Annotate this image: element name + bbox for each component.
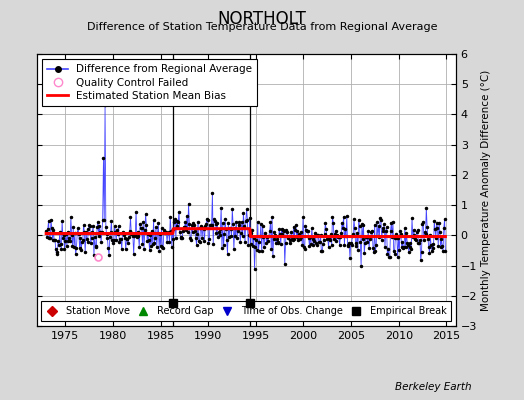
Text: Difference of Station Temperature Data from Regional Average: Difference of Station Temperature Data f… (87, 22, 437, 32)
Text: NORTHOLT: NORTHOLT (217, 10, 307, 28)
Legend: Station Move, Record Gap, Time of Obs. Change, Empirical Break: Station Move, Record Gap, Time of Obs. C… (41, 302, 451, 321)
Text: Berkeley Earth: Berkeley Earth (395, 382, 472, 392)
Y-axis label: Monthly Temperature Anomaly Difference (°C): Monthly Temperature Anomaly Difference (… (482, 69, 492, 311)
